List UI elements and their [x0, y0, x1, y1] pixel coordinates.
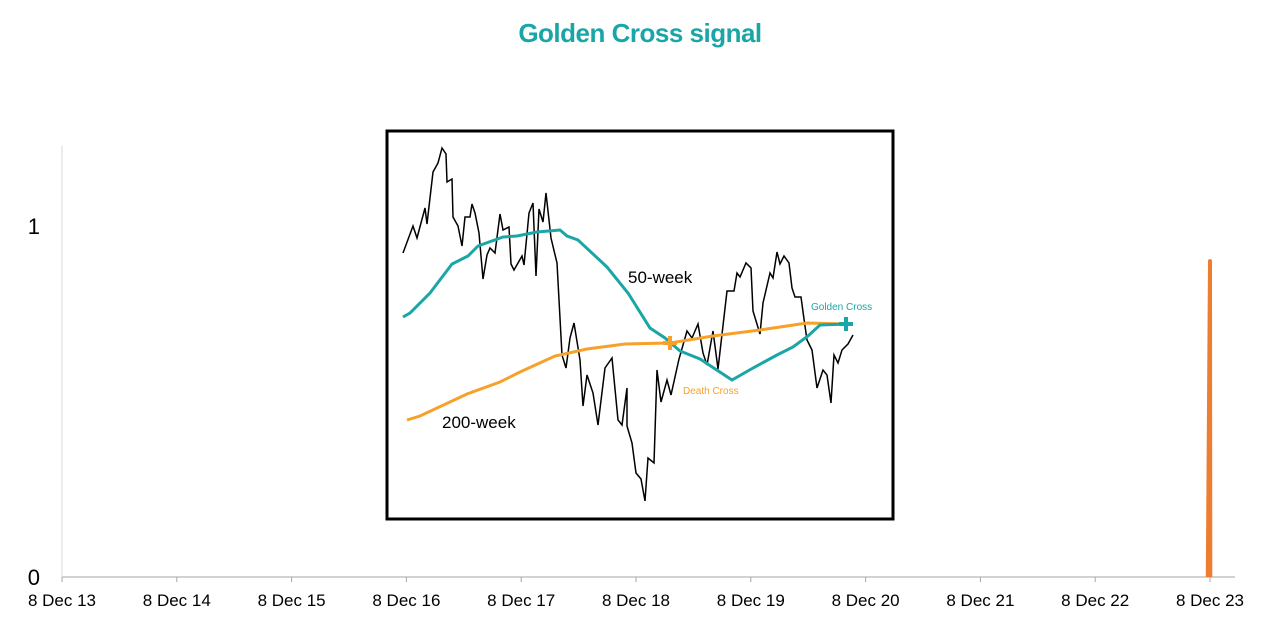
golden-cross-marker [839, 317, 853, 331]
fast-ma-label: 50-week [628, 268, 693, 287]
x-tick-label: 8 Dec 22 [1061, 591, 1129, 610]
slow-ma-line [406, 321, 848, 422]
x-tick-label: 8 Dec 15 [258, 591, 326, 610]
y-tick-label: 0 [28, 565, 40, 590]
series-line-0 [1205, 259, 1213, 578]
x-tick-label: 8 Dec 13 [28, 591, 96, 610]
y-tick-label: 1 [28, 214, 40, 239]
x-tick-label: 8 Dec 21 [946, 591, 1014, 610]
fast-ma-line [402, 228, 848, 382]
axes: 8 Dec 13 8 Dec 14 8 Dec 15 8 Dec 16 8 Dec 17… [28, 145, 1244, 610]
slow-ma-label: 200-week [442, 413, 516, 432]
inset-frame [385, 129, 895, 521]
x-tick-label: 8 Dec 20 [832, 591, 900, 610]
golden-cross-label: Golden Cross [811, 302, 872, 313]
price-line [402, 146, 854, 502]
death-cross-marker [663, 336, 677, 350]
x-tick-label: 8 Dec 18 [602, 591, 670, 610]
x-tick-label: 8 Dec 23 [1176, 591, 1244, 610]
data-point [1209, 576, 1211, 578]
x-tick-label: 8 Dec 17 [487, 591, 555, 610]
data-point [1207, 576, 1209, 578]
x-tick-label: 8 Dec 16 [372, 591, 440, 610]
x-tick-label: 8 Dec 19 [717, 591, 785, 610]
chart-title: Golden Cross signal [518, 18, 762, 48]
death-cross-label: Death Cross [683, 386, 739, 397]
x-tick-label: 8 Dec 14 [143, 591, 211, 610]
inset-illustration: 50-week 200-week Golden Cross Death Cros… [385, 129, 895, 521]
data-point [1209, 260, 1211, 262]
series [1205, 259, 1213, 578]
